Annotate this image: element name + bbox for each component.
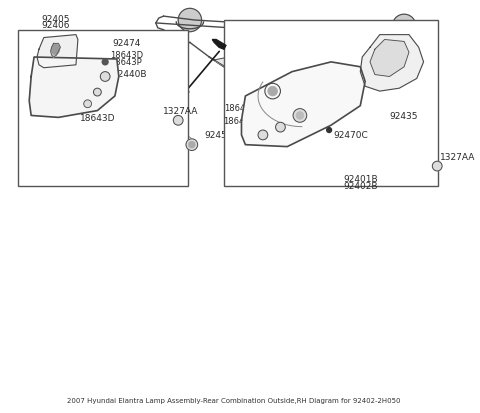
Text: 18644E: 18644E xyxy=(223,116,255,126)
Text: 18643P: 18643P xyxy=(110,58,142,67)
Text: 18644F: 18644F xyxy=(224,104,255,113)
Circle shape xyxy=(94,89,101,97)
Circle shape xyxy=(393,15,416,38)
Text: 92474: 92474 xyxy=(112,39,140,48)
Circle shape xyxy=(100,72,110,82)
Text: 92406: 92406 xyxy=(41,21,70,30)
Polygon shape xyxy=(212,40,226,50)
Polygon shape xyxy=(360,36,423,92)
Text: 1327AA: 1327AA xyxy=(163,107,199,116)
Text: 92455B: 92455B xyxy=(204,131,239,140)
Text: 2007 Hyundai Elantra Lamp Assembly-Rear Combination Outside,RH Diagram for 92402: 2007 Hyundai Elantra Lamp Assembly-Rear … xyxy=(67,397,400,403)
Polygon shape xyxy=(346,61,389,90)
Text: 92486: 92486 xyxy=(264,100,293,109)
Circle shape xyxy=(173,116,183,126)
Circle shape xyxy=(102,60,108,66)
Circle shape xyxy=(265,84,280,100)
Polygon shape xyxy=(37,36,78,69)
Circle shape xyxy=(268,87,277,97)
Ellipse shape xyxy=(52,45,60,55)
Text: 18643D: 18643D xyxy=(80,114,115,123)
Polygon shape xyxy=(370,40,409,77)
Circle shape xyxy=(189,142,195,149)
Text: 18643D: 18643D xyxy=(110,50,143,59)
Circle shape xyxy=(186,140,198,151)
Circle shape xyxy=(258,131,268,140)
Text: 92435: 92435 xyxy=(389,112,418,121)
Text: 92470C: 92470C xyxy=(333,131,368,140)
FancyBboxPatch shape xyxy=(224,21,438,186)
Text: 92401B: 92401B xyxy=(343,175,378,184)
Polygon shape xyxy=(241,63,365,147)
Circle shape xyxy=(293,109,307,123)
Text: 1327AA: 1327AA xyxy=(440,152,476,161)
Circle shape xyxy=(296,112,304,120)
Text: 92440B: 92440B xyxy=(112,70,146,79)
Circle shape xyxy=(84,101,92,108)
Text: 92405: 92405 xyxy=(41,14,70,24)
Circle shape xyxy=(432,162,442,171)
FancyBboxPatch shape xyxy=(18,31,188,186)
Polygon shape xyxy=(29,58,119,118)
Circle shape xyxy=(178,9,202,33)
Circle shape xyxy=(276,123,285,133)
Text: 92402B: 92402B xyxy=(343,182,378,190)
Polygon shape xyxy=(214,58,253,75)
Polygon shape xyxy=(50,44,60,58)
Circle shape xyxy=(327,128,332,133)
